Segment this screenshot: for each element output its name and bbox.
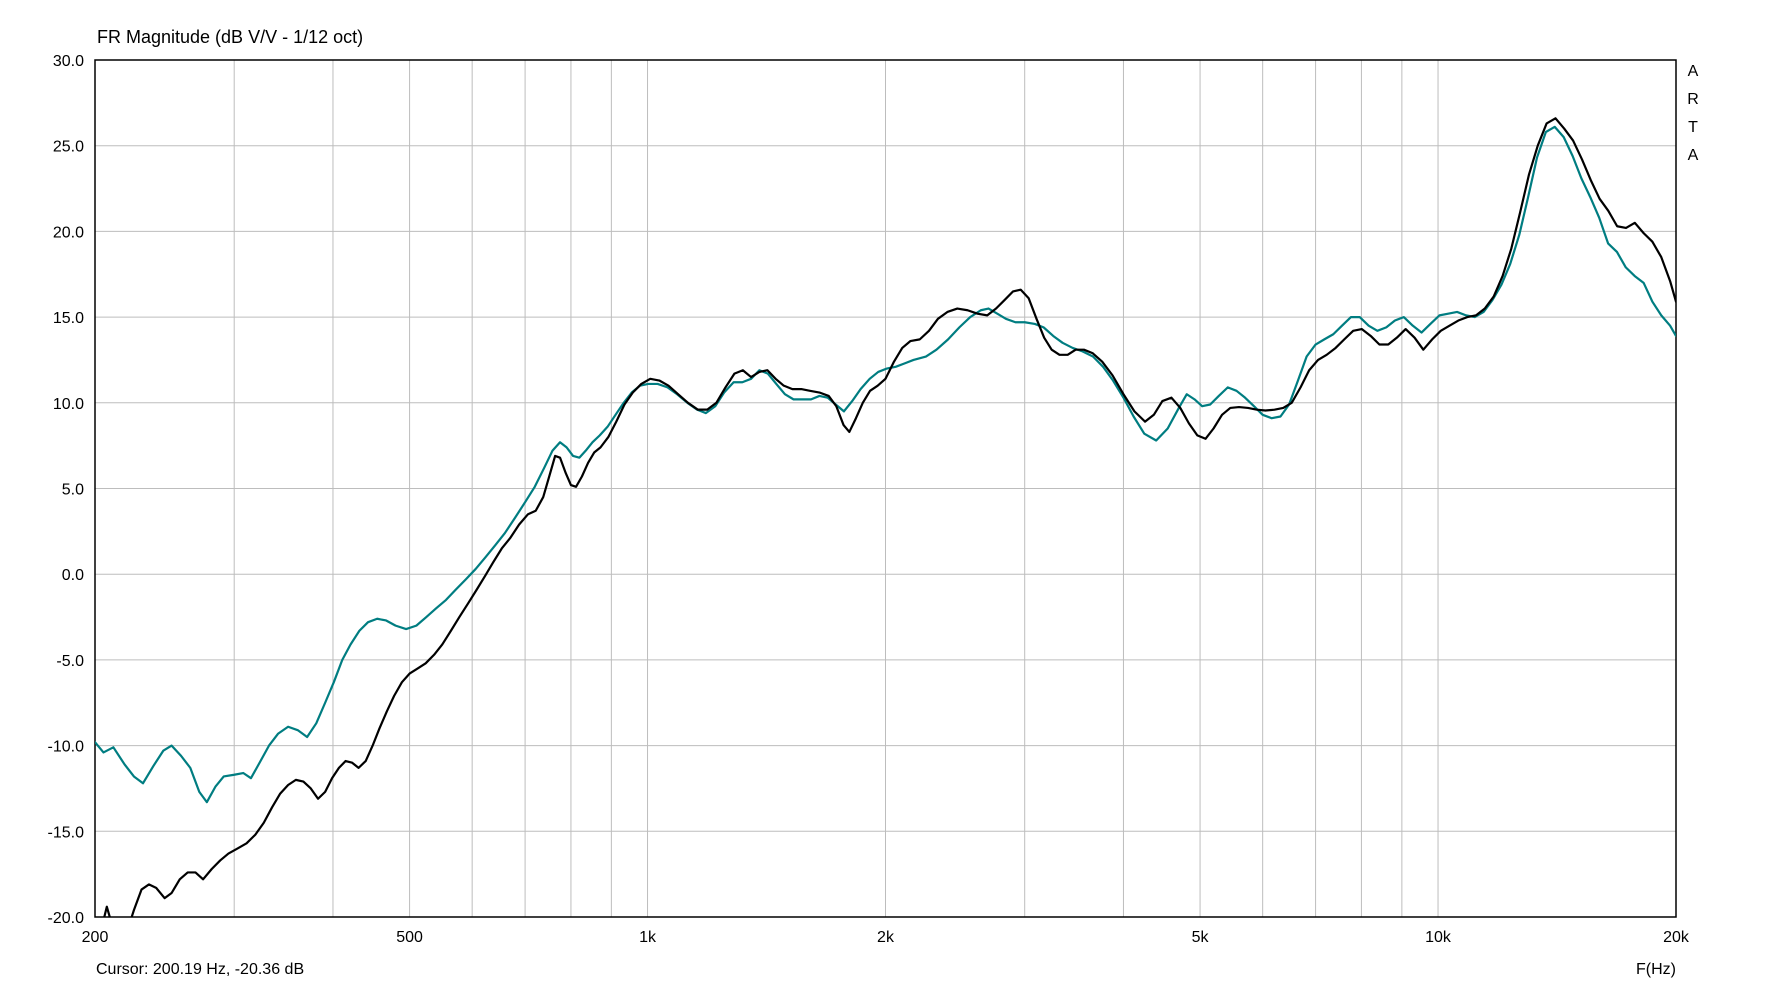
x-tick-label: 200 xyxy=(82,929,109,946)
y-tick-label: -15.0 xyxy=(48,824,85,841)
y-tick-label: 5.0 xyxy=(62,482,84,499)
y-tick-label: 30.0 xyxy=(53,53,84,70)
x-tick-label: 1k xyxy=(639,929,657,946)
y-tick-label: 25.0 xyxy=(53,139,84,156)
y-tick-label: -5.0 xyxy=(56,653,84,670)
y-tick-label: 0.0 xyxy=(62,567,84,584)
x-axis-unit-label: F(Hz) xyxy=(1636,961,1676,978)
cursor-readout: Cursor: 200.19 Hz, -20.36 dB xyxy=(96,961,305,978)
overlay-curve-black xyxy=(103,117,1676,917)
overlay-curve-teal xyxy=(95,125,1676,804)
x-tick-label: 10k xyxy=(1425,929,1452,946)
y-tick-label: 15.0 xyxy=(53,310,84,327)
y-tick-label: -20.0 xyxy=(48,910,85,927)
y-tick-label: -10.0 xyxy=(48,739,85,756)
x-tick-label: 5k xyxy=(1192,929,1210,946)
chart-title: FR Magnitude (dB V/V - 1/12 oct) xyxy=(97,27,364,47)
x-tick-label: 500 xyxy=(396,929,423,946)
arta-watermark: A R T A xyxy=(1687,63,1699,164)
x-tick-label: 2k xyxy=(877,929,895,946)
y-tick-label: 20.0 xyxy=(53,224,84,241)
y-tick-label: 10.0 xyxy=(53,396,84,413)
plot-frame xyxy=(94,59,1677,918)
x-tick-label: 20k xyxy=(1663,929,1690,946)
